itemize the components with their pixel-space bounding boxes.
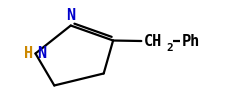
Text: H: H (24, 46, 33, 61)
Text: CH: CH (144, 34, 162, 49)
Text: 2: 2 (166, 43, 173, 53)
Text: N: N (66, 8, 75, 23)
Text: Ph: Ph (181, 34, 199, 49)
Text: N: N (37, 46, 46, 61)
